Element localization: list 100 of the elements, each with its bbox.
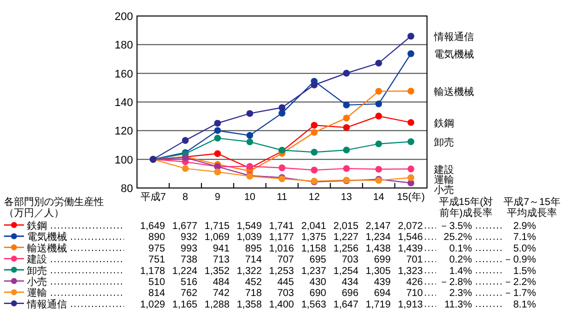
x-tick-label: 平成7 xyxy=(140,191,166,203)
text: 鉄鋼 xyxy=(434,118,454,130)
point xyxy=(246,138,254,146)
point xyxy=(375,112,382,120)
text: 895 xyxy=(245,243,262,254)
point xyxy=(343,146,350,154)
text: 890 xyxy=(148,232,166,244)
point xyxy=(343,165,350,172)
text: 1,549 xyxy=(236,221,262,232)
text: 5.0% xyxy=(513,243,536,254)
text: 7.1% xyxy=(513,232,536,244)
text: 426 xyxy=(406,277,424,288)
point xyxy=(310,128,318,136)
text: 762 xyxy=(180,288,198,300)
legend-label: 情報通信 xyxy=(26,298,67,310)
text: 1,305 xyxy=(366,266,392,277)
legend-label: 建設 xyxy=(26,254,47,266)
x-tick-label: 9 xyxy=(214,192,221,203)
text: 1,178 xyxy=(140,266,166,277)
legend-label: 輸送機械 xyxy=(27,242,67,254)
text: 電気機械 xyxy=(434,50,474,61)
point xyxy=(407,32,414,40)
text: 701 xyxy=(406,254,424,266)
text: 1,439 xyxy=(398,243,424,254)
text: －1.7% xyxy=(503,288,536,300)
point xyxy=(343,114,350,122)
x-tick-label: 14 xyxy=(373,192,385,203)
point xyxy=(407,138,414,146)
text: －2.8% xyxy=(439,277,472,288)
point xyxy=(214,134,221,142)
text: 平成15年(対前年)成長率 xyxy=(438,197,494,219)
y-tick-label: 100 xyxy=(114,154,133,166)
text: 1,158 xyxy=(301,243,327,254)
point xyxy=(278,164,286,172)
text: 690 xyxy=(310,288,327,300)
point xyxy=(246,132,254,139)
text: －3.5% xyxy=(439,221,472,232)
text: 814 xyxy=(148,288,166,300)
y-tick-label: 200 xyxy=(114,11,133,23)
text: 714 xyxy=(245,254,262,266)
text: －0.9% xyxy=(503,254,536,266)
text: 1,029 xyxy=(140,299,166,310)
text: 1.4% xyxy=(449,266,472,277)
point xyxy=(182,137,189,144)
text: 情報通信 xyxy=(434,32,474,44)
text: 1,288 xyxy=(204,299,230,310)
text: 11.3% xyxy=(444,299,472,310)
text: 平成7～15年平均成長率 xyxy=(502,197,562,219)
text: 941 xyxy=(212,243,230,254)
point xyxy=(310,166,318,174)
text: 1,649 xyxy=(140,221,166,232)
x-tick-label: 15(年) xyxy=(396,191,425,203)
text: 1,358 xyxy=(236,299,262,310)
text: 1,069 xyxy=(204,232,230,244)
point xyxy=(278,110,286,117)
point xyxy=(343,102,350,108)
text: 718 xyxy=(245,288,262,300)
text: 1,237 xyxy=(301,266,327,277)
text: 2,072 xyxy=(398,221,424,232)
point xyxy=(310,122,318,129)
text: 1,563 xyxy=(301,299,327,310)
text: 452 xyxy=(245,277,262,288)
text: 694 xyxy=(374,288,392,300)
text: 1,715 xyxy=(204,221,230,232)
point xyxy=(214,168,221,176)
y-tick-label: 80 xyxy=(120,183,133,195)
point xyxy=(246,110,254,117)
text: 25.2% xyxy=(444,232,472,244)
legend-label: 電気機械 xyxy=(27,231,67,244)
text: 2,147 xyxy=(366,221,392,232)
text: 699 xyxy=(374,254,392,266)
text: 713 xyxy=(212,254,230,266)
text: 1,253 xyxy=(268,266,294,277)
y-tick-label: 140 xyxy=(114,97,133,109)
text: 輸送機械 xyxy=(434,87,474,98)
legend-label: 運輸 xyxy=(27,287,47,300)
text: 2,015 xyxy=(333,221,359,232)
legend-label: 小売 xyxy=(27,276,47,288)
text: 1,254 xyxy=(333,266,359,277)
text: 2,041 xyxy=(301,221,327,232)
text: 707 xyxy=(277,254,294,266)
y-tick-label: 180 xyxy=(114,40,133,52)
text: 738 xyxy=(180,254,198,266)
text: 運輸 xyxy=(434,174,454,186)
text: 445 xyxy=(277,277,294,288)
text: 8.1% xyxy=(513,299,536,310)
text: 430 xyxy=(310,277,327,288)
point xyxy=(343,70,350,77)
point xyxy=(375,100,382,108)
x-tick-label: 11 xyxy=(276,192,288,203)
text: 1,352 xyxy=(204,266,230,277)
legend-label: 鉄鋼 xyxy=(27,220,47,232)
text: 2.9% xyxy=(513,221,536,232)
point xyxy=(407,166,414,172)
point xyxy=(407,174,414,182)
point xyxy=(310,82,318,88)
text: 703 xyxy=(277,288,294,300)
text: 1,016 xyxy=(268,243,294,254)
text: 1,546 xyxy=(398,232,424,244)
text: 703 xyxy=(342,254,359,266)
